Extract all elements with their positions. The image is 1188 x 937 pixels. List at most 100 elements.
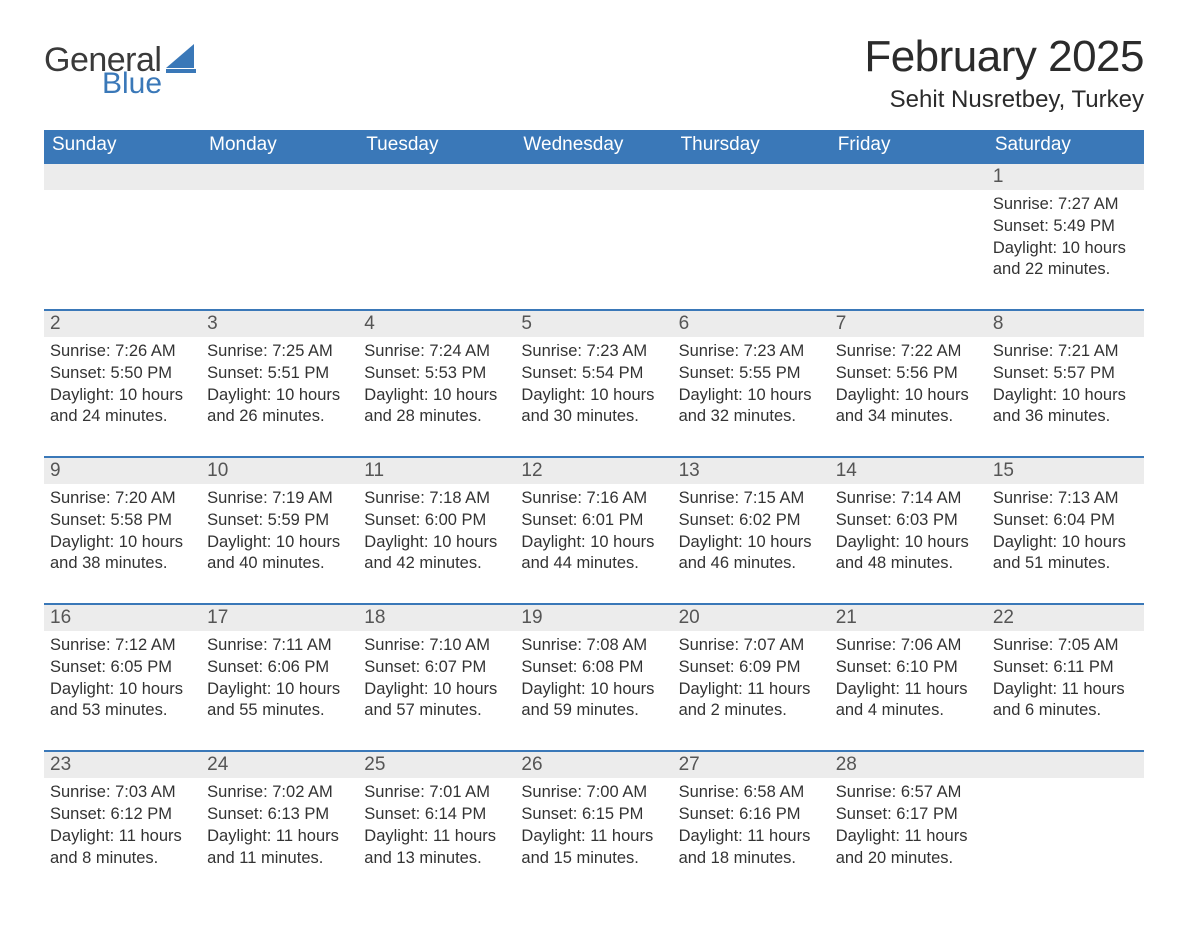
day-number: 2 bbox=[44, 311, 201, 337]
day-cell bbox=[515, 190, 672, 281]
daylight-text: Daylight: 11 hours and 20 minutes. bbox=[836, 826, 981, 870]
daylight-text: Daylight: 11 hours and 18 minutes. bbox=[679, 826, 824, 870]
day-number: 20 bbox=[673, 605, 830, 631]
daylight-text: Daylight: 10 hours and 57 minutes. bbox=[364, 679, 509, 723]
daylight-text: Daylight: 10 hours and 40 minutes. bbox=[207, 532, 352, 576]
day-number: 24 bbox=[201, 752, 358, 778]
day-cell: Sunrise: 7:02 AMSunset: 6:13 PMDaylight:… bbox=[201, 778, 358, 869]
day-cell: Sunrise: 6:57 AMSunset: 6:17 PMDaylight:… bbox=[830, 778, 987, 869]
month-title: February 2025 bbox=[864, 32, 1144, 82]
day-cell: Sunrise: 7:27 AMSunset: 5:49 PMDaylight:… bbox=[987, 190, 1144, 281]
dow-label: Friday bbox=[830, 130, 987, 162]
sunset-text: Sunset: 5:53 PM bbox=[364, 363, 509, 385]
daylight-text: Daylight: 10 hours and 26 minutes. bbox=[207, 385, 352, 429]
sunrise-text: Sunrise: 7:14 AM bbox=[836, 488, 981, 510]
sunrise-text: Sunrise: 7:23 AM bbox=[679, 341, 824, 363]
day-number bbox=[987, 752, 1144, 778]
sunrise-text: Sunrise: 7:07 AM bbox=[679, 635, 824, 657]
day-cell: Sunrise: 7:13 AMSunset: 6:04 PMDaylight:… bbox=[987, 484, 1144, 575]
sunrise-text: Sunrise: 6:58 AM bbox=[679, 782, 824, 804]
day-cell: Sunrise: 7:01 AMSunset: 6:14 PMDaylight:… bbox=[358, 778, 515, 869]
sunset-text: Sunset: 6:03 PM bbox=[836, 510, 981, 532]
daylight-text: Daylight: 10 hours and 42 minutes. bbox=[364, 532, 509, 576]
daylight-text: Daylight: 10 hours and 51 minutes. bbox=[993, 532, 1138, 576]
sunset-text: Sunset: 5:57 PM bbox=[993, 363, 1138, 385]
daylight-text: Daylight: 10 hours and 28 minutes. bbox=[364, 385, 509, 429]
daylight-text: Daylight: 10 hours and 38 minutes. bbox=[50, 532, 195, 576]
sunset-text: Sunset: 6:08 PM bbox=[521, 657, 666, 679]
header-bar: General Blue February 2025 Sehit Nusretb… bbox=[44, 24, 1144, 120]
day-number: 1 bbox=[987, 164, 1144, 190]
sunset-text: Sunset: 6:06 PM bbox=[207, 657, 352, 679]
daylight-text: Daylight: 11 hours and 11 minutes. bbox=[207, 826, 352, 870]
sunrise-text: Sunrise: 7:11 AM bbox=[207, 635, 352, 657]
day-cell: Sunrise: 7:26 AMSunset: 5:50 PMDaylight:… bbox=[44, 337, 201, 428]
daylight-text: Daylight: 11 hours and 13 minutes. bbox=[364, 826, 509, 870]
day-number: 19 bbox=[515, 605, 672, 631]
daylight-text: Daylight: 10 hours and 32 minutes. bbox=[679, 385, 824, 429]
daylight-text: Daylight: 10 hours and 46 minutes. bbox=[679, 532, 824, 576]
brand-sail-icon bbox=[166, 44, 200, 74]
day-cell bbox=[358, 190, 515, 281]
day-number-strip: 16171819202122 bbox=[44, 605, 1144, 631]
day-number bbox=[44, 164, 201, 190]
day-cell bbox=[201, 190, 358, 281]
dow-label: Saturday bbox=[987, 130, 1144, 162]
day-cell: Sunrise: 7:12 AMSunset: 6:05 PMDaylight:… bbox=[44, 631, 201, 722]
sunrise-text: Sunrise: 7:21 AM bbox=[993, 341, 1138, 363]
sunrise-text: Sunrise: 7:23 AM bbox=[521, 341, 666, 363]
day-cell: Sunrise: 6:58 AMSunset: 6:16 PMDaylight:… bbox=[673, 778, 830, 869]
day-cell: Sunrise: 7:14 AMSunset: 6:03 PMDaylight:… bbox=[830, 484, 987, 575]
daylight-text: Daylight: 11 hours and 6 minutes. bbox=[993, 679, 1138, 723]
day-cell: Sunrise: 7:16 AMSunset: 6:01 PMDaylight:… bbox=[515, 484, 672, 575]
day-cell: Sunrise: 7:21 AMSunset: 5:57 PMDaylight:… bbox=[987, 337, 1144, 428]
weeks-container: 1Sunrise: 7:27 AMSunset: 5:49 PMDaylight… bbox=[44, 162, 1144, 897]
daylight-text: Daylight: 10 hours and 36 minutes. bbox=[993, 385, 1138, 429]
week-body: Sunrise: 7:26 AMSunset: 5:50 PMDaylight:… bbox=[44, 337, 1144, 456]
sunrise-text: Sunrise: 7:15 AM bbox=[679, 488, 824, 510]
dow-label: Sunday bbox=[44, 130, 201, 162]
day-cell: Sunrise: 7:08 AMSunset: 6:08 PMDaylight:… bbox=[515, 631, 672, 722]
sunset-text: Sunset: 6:13 PM bbox=[207, 804, 352, 826]
day-cell: Sunrise: 7:23 AMSunset: 5:54 PMDaylight:… bbox=[515, 337, 672, 428]
dow-label: Wednesday bbox=[515, 130, 672, 162]
day-number: 16 bbox=[44, 605, 201, 631]
sunset-text: Sunset: 6:12 PM bbox=[50, 804, 195, 826]
week-row: 9101112131415Sunrise: 7:20 AMSunset: 5:5… bbox=[44, 456, 1144, 603]
day-number: 15 bbox=[987, 458, 1144, 484]
sunset-text: Sunset: 6:11 PM bbox=[993, 657, 1138, 679]
day-number-strip: 9101112131415 bbox=[44, 458, 1144, 484]
sunset-text: Sunset: 5:56 PM bbox=[836, 363, 981, 385]
day-cell: Sunrise: 7:05 AMSunset: 6:11 PMDaylight:… bbox=[987, 631, 1144, 722]
daylight-text: Daylight: 11 hours and 2 minutes. bbox=[679, 679, 824, 723]
daylight-text: Daylight: 10 hours and 44 minutes. bbox=[521, 532, 666, 576]
sunset-text: Sunset: 5:54 PM bbox=[521, 363, 666, 385]
week-body: Sunrise: 7:27 AMSunset: 5:49 PMDaylight:… bbox=[44, 190, 1144, 309]
sunrise-text: Sunrise: 7:00 AM bbox=[521, 782, 666, 804]
daylight-text: Daylight: 10 hours and 48 minutes. bbox=[836, 532, 981, 576]
day-number: 6 bbox=[673, 311, 830, 337]
day-cell: Sunrise: 7:22 AMSunset: 5:56 PMDaylight:… bbox=[830, 337, 987, 428]
brand-word-2: Blue bbox=[102, 70, 162, 99]
day-cell: Sunrise: 7:03 AMSunset: 6:12 PMDaylight:… bbox=[44, 778, 201, 869]
sunset-text: Sunset: 6:02 PM bbox=[679, 510, 824, 532]
day-cell: Sunrise: 7:11 AMSunset: 6:06 PMDaylight:… bbox=[201, 631, 358, 722]
daylight-text: Daylight: 10 hours and 34 minutes. bbox=[836, 385, 981, 429]
day-number: 18 bbox=[358, 605, 515, 631]
day-cell: Sunrise: 7:19 AMSunset: 5:59 PMDaylight:… bbox=[201, 484, 358, 575]
sunset-text: Sunset: 6:17 PM bbox=[836, 804, 981, 826]
sunrise-text: Sunrise: 7:05 AM bbox=[993, 635, 1138, 657]
day-number: 27 bbox=[673, 752, 830, 778]
day-cell: Sunrise: 7:20 AMSunset: 5:58 PMDaylight:… bbox=[44, 484, 201, 575]
sunset-text: Sunset: 6:00 PM bbox=[364, 510, 509, 532]
day-cell: Sunrise: 7:15 AMSunset: 6:02 PMDaylight:… bbox=[673, 484, 830, 575]
sunset-text: Sunset: 5:50 PM bbox=[50, 363, 195, 385]
title-block: February 2025 Sehit Nusretbey, Turkey bbox=[864, 24, 1144, 120]
sunrise-text: Sunrise: 7:13 AM bbox=[993, 488, 1138, 510]
week-body: Sunrise: 7:12 AMSunset: 6:05 PMDaylight:… bbox=[44, 631, 1144, 750]
day-number: 17 bbox=[201, 605, 358, 631]
day-number: 8 bbox=[987, 311, 1144, 337]
sunrise-text: Sunrise: 7:22 AM bbox=[836, 341, 981, 363]
brand-logo: General Blue bbox=[44, 44, 200, 99]
day-number: 25 bbox=[358, 752, 515, 778]
